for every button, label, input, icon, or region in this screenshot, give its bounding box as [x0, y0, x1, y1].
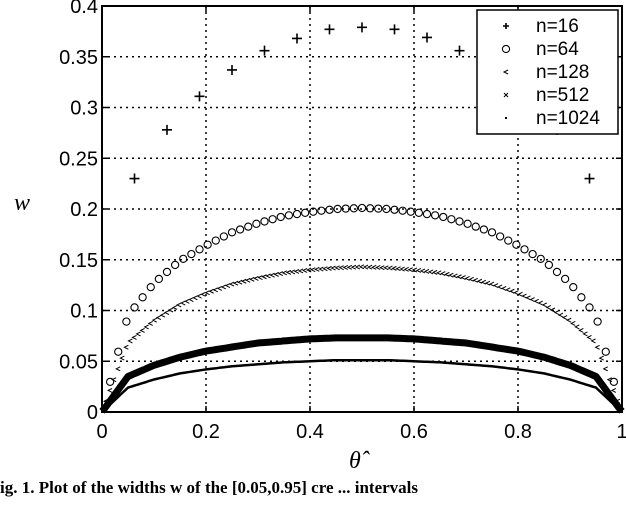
series-n-128	[102, 264, 621, 404]
y-tick-label: 0.25	[59, 148, 98, 170]
legend-marker-icon	[503, 92, 509, 98]
legend-item: n=16	[503, 16, 579, 37]
series-n-64	[105, 203, 619, 387]
legend-item: n=64	[501, 39, 579, 60]
y-axis-label: w	[14, 190, 30, 216]
x-axis-label: θ̂	[349, 448, 370, 474]
y-tick-label: 0.3	[70, 98, 98, 120]
legend-label: n=1024	[536, 108, 600, 129]
y-tick-label: 0.35	[59, 47, 98, 69]
legend-label: n=512	[536, 85, 589, 106]
y-tick-label: 0.4	[70, 0, 98, 18]
x-tick-label: 0.6	[400, 421, 428, 443]
legend-marker-icon	[503, 23, 509, 29]
legend-item: n=1024	[505, 108, 600, 129]
figure-caption: ig. 1. Plot of the widths w of the [0.05…	[0, 478, 419, 497]
y-axis-tick-labels: 0 0.05 0.1 0.15 0.2 0.25 0.3 0.35 0.4	[59, 0, 98, 424]
series-n-512	[99, 334, 625, 414]
legend-item: n=128	[502, 62, 589, 83]
data-series-layer	[99, 22, 625, 414]
legend-marker-icon	[501, 44, 511, 54]
x-tick-label: 0.2	[192, 421, 220, 443]
chart: 0 0.2 0.4 0.6 0.8 1 0 0.05 0.1 0.15 0.2 0.25 0.3 0.3…	[14, 0, 626, 474]
legend-marker-icon	[502, 69, 509, 75]
legend-marker-icon	[505, 117, 507, 119]
series-n-1024	[101, 358, 623, 413]
x-tick-label: 0.8	[504, 421, 532, 443]
x-axis-tick-labels: 0 0.2 0.4 0.6 0.8 1	[96, 421, 626, 443]
axis-ticks	[101, 5, 623, 413]
legend-box	[476, 9, 619, 135]
y-tick-label: 0.05	[59, 351, 98, 373]
y-tick-label: 0.2	[70, 199, 98, 221]
legend-label: n=128	[536, 62, 589, 83]
x-tick-label: 0.4	[296, 421, 324, 443]
legend-label: n=64	[536, 39, 579, 60]
y-tick-label: 0.15	[59, 250, 98, 272]
legend-item: n=512	[503, 85, 589, 106]
y-tick-label: 0	[87, 402, 98, 424]
y-tick-label: 0.1	[70, 301, 98, 323]
x-tick-label: 1	[616, 421, 626, 443]
legend-label: n=16	[536, 16, 579, 37]
x-tick-label: 0	[96, 421, 107, 443]
